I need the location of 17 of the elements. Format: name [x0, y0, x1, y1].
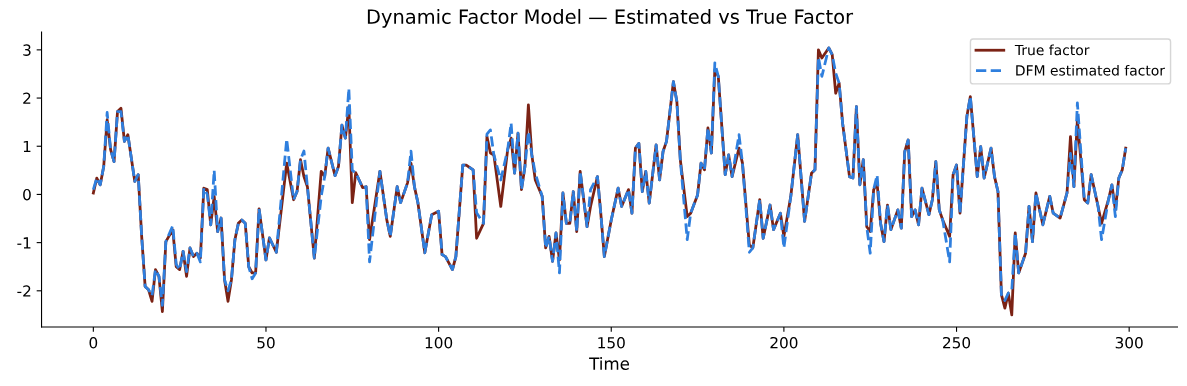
x-tick-label: 50 [257, 336, 275, 349]
x-tick-label: 100 [425, 336, 453, 349]
y-tick-label: 2 [23, 92, 31, 104]
y-tick-label: 1 [23, 140, 31, 153]
y-tick-label: -1 [17, 237, 31, 249]
x-axis-title: Time [589, 357, 630, 370]
x-tick-label: 200 [770, 336, 798, 349]
y-tick-label: -2 [17, 285, 31, 297]
legend-label: True factor [1014, 44, 1090, 56]
x-tick-label: 250 [943, 336, 971, 349]
x-tick-label: 150 [598, 336, 625, 349]
y-tick-label: 0 [23, 188, 31, 201]
legend-label: DFM estimated factor [1016, 64, 1166, 76]
chart-title: Dynamic Factor Model — Estimated vs True Factor [367, 8, 854, 28]
x-tick-label: 0 [89, 336, 98, 349]
y-tick-label: 3 [23, 44, 31, 56]
x-tick-label: 300 [1115, 336, 1143, 349]
